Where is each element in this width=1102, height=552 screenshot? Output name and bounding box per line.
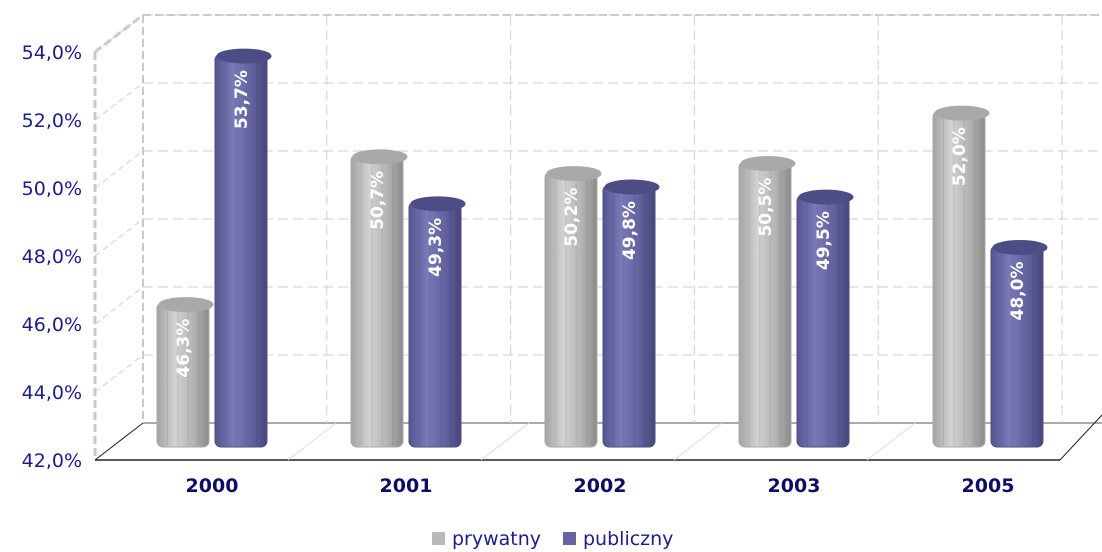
data-label: 50,5%: [756, 178, 776, 237]
legend-label-prywatny: prywatny: [452, 528, 541, 550]
floor-separator: [287, 422, 337, 461]
bar-top-cap: [992, 240, 1048, 255]
y-tick-label: 46,0%: [22, 314, 82, 336]
y-tick-label: 42,0%: [22, 450, 82, 472]
bar-top-cap: [604, 179, 660, 195]
gridline-side: [94, 150, 144, 189]
data-label: 50,2%: [562, 188, 582, 247]
y-axis: 42,0% 44,0% 46,0% 48,0% 50,0% 52,0% 54,0%: [22, 42, 82, 472]
bar-top-cap: [352, 149, 408, 165]
data-label: 53,7%: [232, 70, 252, 129]
floor-right-edge: [1059, 414, 1102, 461]
y-tick-label: 50,0%: [22, 178, 82, 200]
bar-top-cap: [546, 166, 602, 182]
legend-label-publiczny: publiczny: [583, 528, 673, 550]
x-tick-label: 2001: [380, 475, 433, 497]
data-label: 52,0%: [950, 127, 970, 186]
x-axis: 2000 2001 2002 2003 2005: [186, 475, 1015, 497]
legend: prywatny publiczny: [432, 528, 673, 550]
gridline-side: [94, 82, 144, 121]
bar-top-cap: [934, 105, 990, 121]
data-label: 49,8%: [620, 201, 640, 260]
bar-top-cap: [740, 156, 796, 172]
floor-separator: [673, 422, 723, 461]
y-tick-label: 54,0%: [22, 42, 82, 64]
floor-separator: [866, 422, 916, 461]
floor-left-edge: [94, 422, 144, 461]
bars: 46,3% 53,7% 50,7% 49,3% 50,2% 49,8% 50,5% 49,5%…: [156, 48, 1048, 448]
y-tick-label: 48,0%: [22, 246, 82, 268]
data-label: 48,0%: [1008, 262, 1028, 321]
data-label: 49,5%: [814, 211, 834, 270]
gridline-side: [94, 354, 144, 393]
gridline-side: [94, 218, 144, 257]
y-tick-label: 44,0%: [22, 382, 82, 404]
legend-swatch-prywatny: [432, 532, 445, 545]
bar-top-cap: [216, 48, 272, 64]
legend-swatch-publiczny: [563, 532, 576, 545]
bar-top-cap: [158, 297, 214, 313]
bar-top-cap: [410, 196, 466, 212]
floor-separator: [480, 422, 530, 461]
data-label: 49,3%: [426, 218, 446, 277]
bar-top-cap: [798, 189, 854, 205]
x-tick-label: 2003: [768, 475, 821, 497]
x-tick-label: 2000: [186, 475, 239, 497]
gridline-side: [94, 286, 144, 325]
y-tick-label: 52,0%: [22, 110, 82, 132]
data-label: 50,7%: [368, 171, 388, 230]
data-label: 46,3%: [174, 319, 194, 378]
gridline-side: [94, 14, 144, 53]
chart-floor: [95, 423, 1102, 460]
x-tick-label: 2005: [962, 475, 1015, 497]
x-tick-label: 2002: [574, 475, 627, 497]
